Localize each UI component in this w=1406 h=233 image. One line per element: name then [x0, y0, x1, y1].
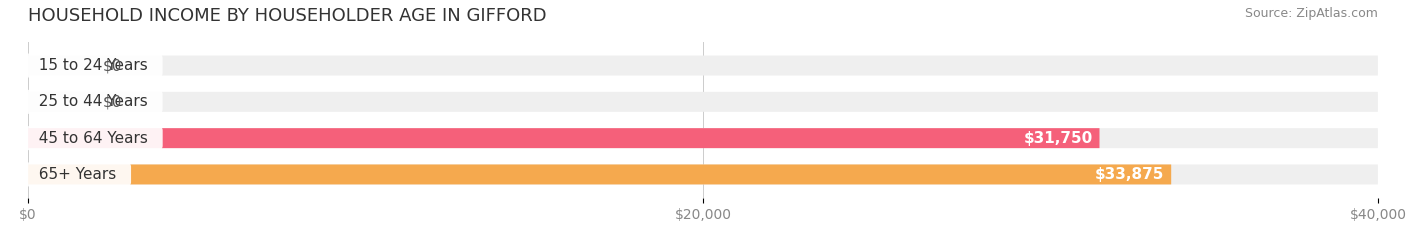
- FancyBboxPatch shape: [28, 128, 1378, 148]
- Text: $31,750: $31,750: [1024, 131, 1092, 146]
- FancyBboxPatch shape: [28, 164, 1171, 185]
- Text: $0: $0: [103, 58, 122, 73]
- Text: 45 to 64 Years: 45 to 64 Years: [30, 131, 157, 146]
- Text: $0: $0: [103, 94, 122, 109]
- FancyBboxPatch shape: [28, 55, 1378, 75]
- Text: $33,875: $33,875: [1095, 167, 1164, 182]
- Text: HOUSEHOLD INCOME BY HOUSEHOLDER AGE IN GIFFORD: HOUSEHOLD INCOME BY HOUSEHOLDER AGE IN G…: [28, 7, 547, 25]
- FancyBboxPatch shape: [28, 92, 1378, 112]
- Text: 65+ Years: 65+ Years: [30, 167, 127, 182]
- FancyBboxPatch shape: [28, 164, 1378, 185]
- FancyBboxPatch shape: [28, 128, 1099, 148]
- Text: 15 to 24 Years: 15 to 24 Years: [30, 58, 157, 73]
- Text: 25 to 44 Years: 25 to 44 Years: [30, 94, 157, 109]
- Text: Source: ZipAtlas.com: Source: ZipAtlas.com: [1244, 7, 1378, 20]
